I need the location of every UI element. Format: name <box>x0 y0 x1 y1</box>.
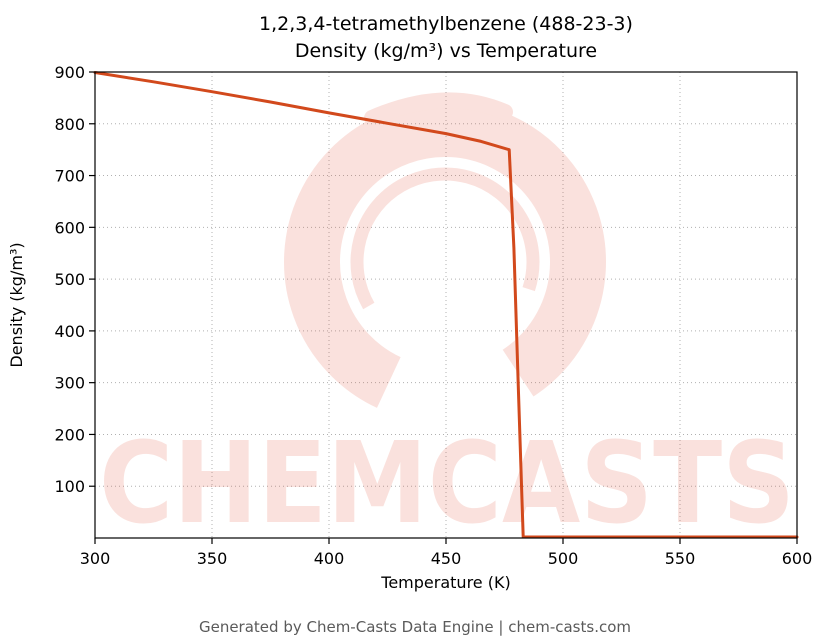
series-line-density <box>93 71 799 539</box>
footer-text: Generated by Chem-Casts Data Engine | ch… <box>198 618 632 636</box>
footer-caption: Generated by Chem-Casts Data Engine | ch… <box>0 618 830 636</box>
y-tick-label: 600 <box>54 218 85 237</box>
y-tick-label: 500 <box>54 270 85 289</box>
chemcasts-logo-icon <box>284 92 606 423</box>
x-tick-label: 600 <box>782 549 813 568</box>
y-tick-label: 200 <box>54 425 85 444</box>
x-tick-label: 350 <box>197 549 228 568</box>
axis-ticks <box>89 71 798 544</box>
chemcasts-watermark: CHEMCASTS <box>99 92 795 549</box>
chemcasts-watermark-text: CHEMCASTS <box>99 419 795 549</box>
axis-tick-labels: 300 350 400 450 500 550 600 100 200 300 400 500 600 7… <box>54 63 812 568</box>
density-vs-temperature-chart: 1,2,3,4-tetramethylbenzene (488-23-3) De… <box>7 13 812 592</box>
chart-title-line2: Density (kg/m³) vs Temperature <box>295 40 597 62</box>
x-axis-label: Temperature (K) <box>380 573 510 592</box>
y-tick-label: 700 <box>54 167 85 186</box>
x-tick-label: 500 <box>548 549 579 568</box>
y-tick-label: 900 <box>54 63 85 82</box>
chart-title-line1: 1,2,3,4-tetramethylbenzene (488-23-3) <box>259 13 633 35</box>
density-line-series <box>93 71 799 539</box>
y-tick-label: 300 <box>54 374 85 393</box>
y-tick-label: 400 <box>54 322 85 341</box>
x-tick-label: 300 <box>80 549 111 568</box>
y-axis-label: Density (kg/m³) <box>7 242 26 367</box>
x-tick-label: 400 <box>314 549 345 568</box>
y-tick-label: 100 <box>54 477 85 496</box>
x-tick-label: 550 <box>665 549 696 568</box>
x-tick-label: 450 <box>431 549 462 568</box>
y-tick-label: 800 <box>54 115 85 134</box>
